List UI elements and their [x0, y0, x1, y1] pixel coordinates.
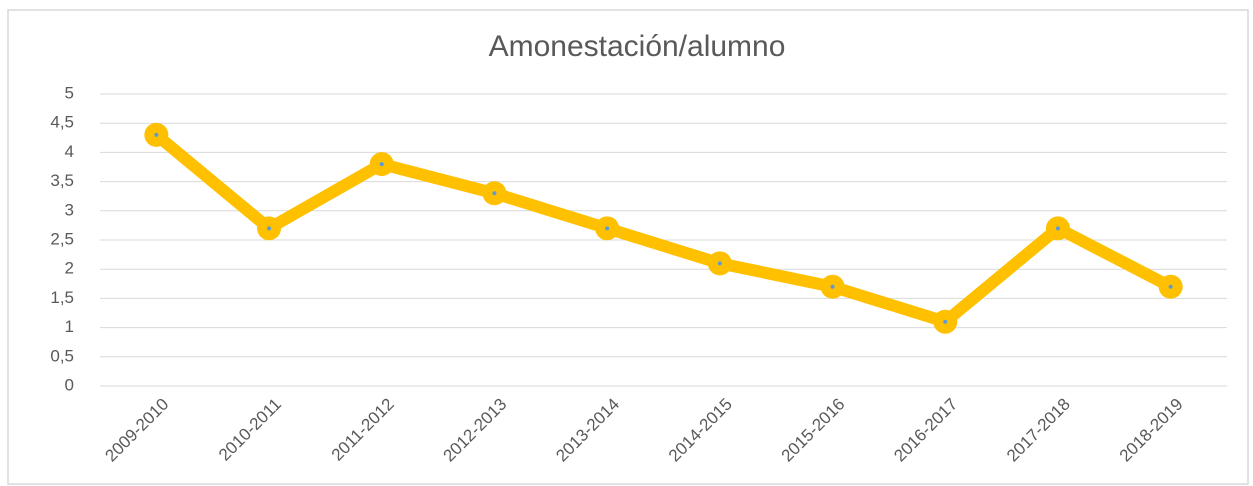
point-center	[605, 226, 610, 231]
y-tick-label: 4	[65, 142, 74, 161]
y-tick-label: 1,5	[50, 288, 74, 307]
point-center	[492, 191, 497, 196]
point-center	[717, 261, 722, 266]
y-tick-label: 4,5	[50, 113, 74, 132]
data-line	[152, 130, 1174, 328]
point-center	[267, 226, 272, 231]
point-center	[1055, 226, 1060, 231]
y-tick-label: 5	[65, 83, 74, 102]
point-center	[379, 162, 384, 167]
y-tick-label: 2	[65, 259, 74, 278]
y-tick-label: 1	[65, 317, 74, 336]
point-center	[943, 319, 948, 324]
point-center	[154, 132, 159, 137]
y-tick-label: 0,5	[50, 346, 74, 365]
point-center	[1168, 284, 1173, 289]
y-tick-label: 3	[65, 200, 74, 219]
point-center	[830, 284, 835, 289]
y-tick-label: 2,5	[50, 229, 74, 248]
y-tick-label: 3,5	[50, 171, 74, 190]
y-tick-label: 0	[65, 375, 74, 394]
chart-title: Amonestación/alumno	[489, 30, 786, 63]
